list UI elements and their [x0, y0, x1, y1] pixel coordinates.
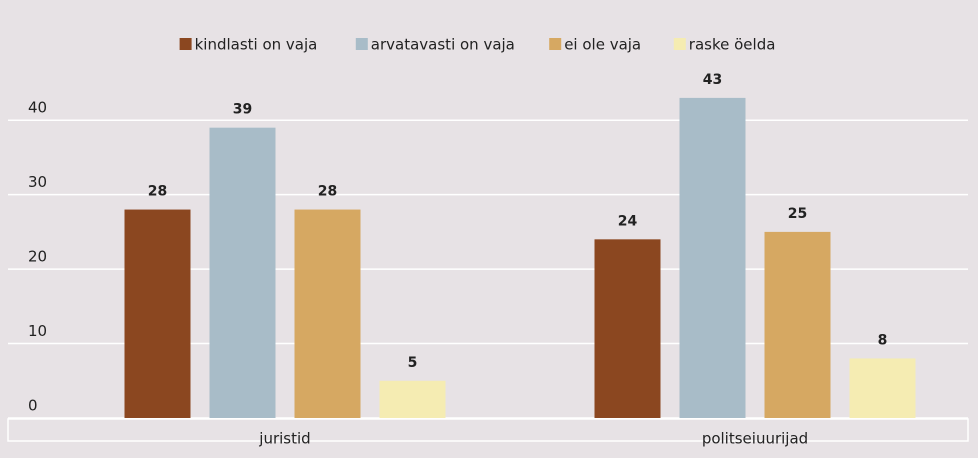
bar — [124, 209, 191, 418]
value-label: 24 — [618, 213, 638, 229]
legend-swatch — [179, 38, 192, 50]
legend-swatch — [549, 38, 562, 50]
bar — [379, 380, 446, 418]
legend-label: raske öelda — [689, 36, 776, 54]
legend-swatch — [355, 38, 368, 50]
x-tick-label: juristid — [258, 430, 310, 448]
value-label: 28 — [318, 184, 337, 200]
y-tick-label: 0 — [28, 397, 38, 415]
legend-swatch — [673, 38, 686, 50]
value-label: 25 — [788, 206, 807, 222]
category-strip — [7, 418, 969, 442]
bar — [849, 358, 916, 418]
value-label: 43 — [703, 72, 722, 88]
legend-label: kindlasti on vaja — [195, 36, 318, 54]
bar — [294, 209, 361, 418]
bar — [679, 97, 746, 418]
x-tick-label: politseiuurijad — [702, 430, 808, 448]
value-label: 5 — [408, 355, 418, 371]
value-label: 28 — [148, 184, 167, 200]
y-tick-label: 40 — [28, 99, 47, 117]
legend-label: ei ole vaja — [564, 36, 641, 54]
bar — [594, 239, 661, 418]
legend-label: arvatavasti on vaja — [371, 36, 515, 54]
value-label: 8 — [878, 332, 888, 348]
value-label: 39 — [233, 102, 252, 118]
y-tick-label: 20 — [28, 248, 47, 266]
y-tick-label: 10 — [28, 322, 47, 340]
bar — [764, 231, 831, 418]
bar — [209, 127, 276, 419]
y-tick-label: 30 — [28, 173, 47, 191]
